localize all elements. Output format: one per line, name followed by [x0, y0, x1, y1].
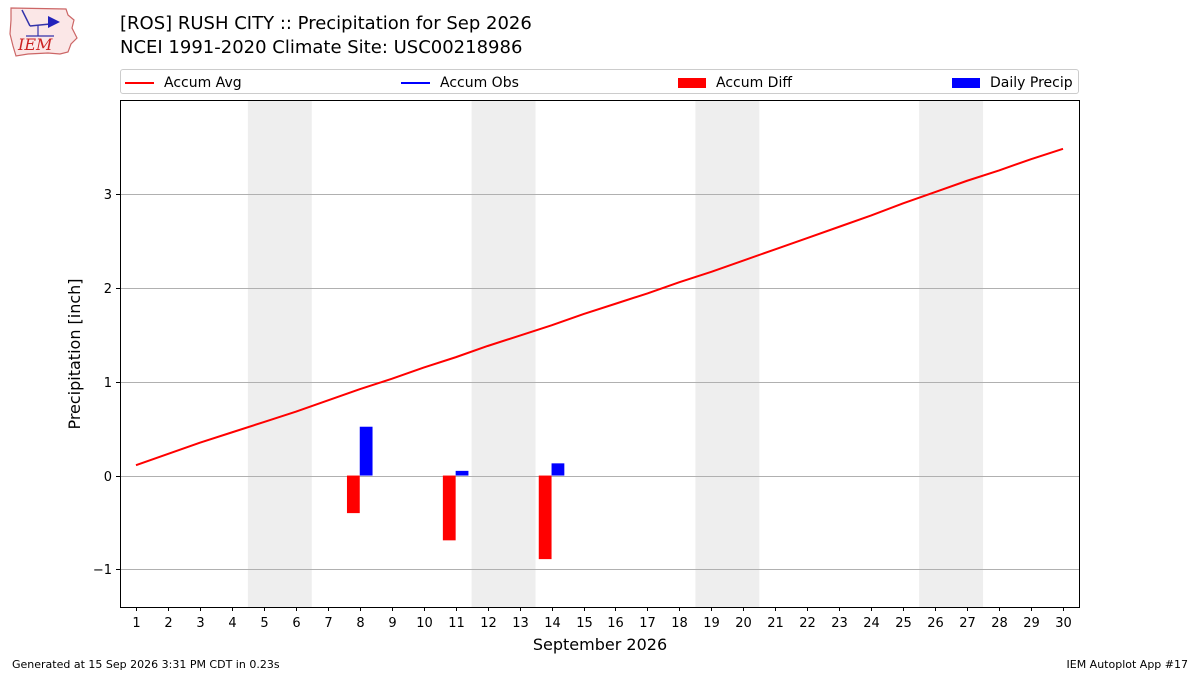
legend-swatch-accum-diff	[678, 77, 706, 88]
x-tick-label-27: 27	[959, 616, 976, 631]
x-tick-label-9: 9	[388, 616, 396, 631]
x-tick-label-26: 26	[927, 616, 944, 631]
x-tick-label-12: 12	[480, 616, 497, 631]
legend-item-accum-diff: Accum Diff	[678, 70, 792, 95]
legend-label-accum-obs: Accum Obs	[440, 74, 519, 91]
x-tick-label-25: 25	[895, 616, 912, 631]
x-tick-label-29: 29	[1023, 616, 1040, 631]
x-tick-label-19: 19	[703, 616, 720, 631]
x-tick-label-1: 1	[132, 616, 140, 631]
iem-logo-text: IEM	[17, 35, 53, 54]
daily-precip-bar-day-8	[359, 426, 373, 476]
x-tick-label-28: 28	[991, 616, 1008, 631]
legend-swatch-daily-precip	[952, 77, 980, 88]
accum-diff-bar-day-11	[442, 475, 456, 541]
daily-precip-bar-day-11	[455, 470, 469, 476]
weekend-band-4	[919, 100, 984, 607]
legend-swatch-accum-obs	[401, 81, 430, 84]
x-tick-label-13: 13	[512, 616, 529, 631]
x-tick-label-5: 5	[260, 616, 268, 631]
daily-precip-bar-day-14	[551, 463, 565, 476]
legend-item-accum-obs: Accum Obs	[401, 70, 519, 95]
legend-label-accum-avg: Accum Avg	[164, 74, 242, 91]
x-tick-label-21: 21	[767, 616, 784, 631]
x-tick-label-8: 8	[356, 616, 364, 631]
legend-item-daily-precip: Daily Precip	[952, 70, 1073, 95]
iem-logo: IEM	[8, 6, 80, 58]
x-tick-label-23: 23	[831, 616, 848, 631]
y-tick-label-0: −1	[93, 563, 112, 578]
footer-app-id: IEM Autoplot App #17	[1066, 658, 1189, 671]
y-axis-label: Precipitation [inch]	[65, 278, 84, 429]
x-tick-label-3: 3	[196, 616, 204, 631]
x-tick-label-22: 22	[799, 616, 816, 631]
x-axis-label: September 2026	[533, 635, 667, 654]
x-tick-label-16: 16	[607, 616, 624, 631]
x-tick-label-4: 4	[228, 616, 236, 631]
y-tick-label-4: 3	[104, 188, 112, 203]
footer-generated: Generated at 15 Sep 2026 3:31 PM CDT in …	[12, 658, 280, 671]
x-tick-label-7: 7	[324, 616, 332, 631]
x-tick-label-15: 15	[576, 616, 593, 631]
chart-subtitle: NCEI 1991-2020 Climate Site: USC00218986	[120, 37, 523, 58]
x-tick-label-11: 11	[448, 616, 465, 631]
legend-label-daily-precip: Daily Precip	[990, 74, 1073, 91]
y-tick-label-3: 2	[104, 282, 112, 297]
x-tick-label-20: 20	[735, 616, 752, 631]
legend-item-accum-avg: Accum Avg	[125, 70, 242, 95]
accum-diff-bar-day-8	[346, 475, 360, 514]
x-tick-label-18: 18	[671, 616, 688, 631]
weekend-band-3	[695, 100, 760, 607]
y-tick-label-1: 0	[104, 470, 112, 485]
weekend-band-2	[471, 100, 536, 607]
x-tick-label-6: 6	[292, 616, 300, 631]
x-tick-label-10: 10	[416, 616, 433, 631]
accum-diff-bar-day-14	[538, 475, 552, 560]
x-tick-label-17: 17	[639, 616, 656, 631]
x-tick-label-14: 14	[544, 616, 561, 631]
plot-frame	[120, 100, 1080, 608]
weekend-band-1	[247, 100, 312, 607]
legend-label-accum-diff: Accum Diff	[716, 74, 793, 91]
x-tick-label-2: 2	[164, 616, 172, 631]
accum-avg-line	[135, 147, 1064, 467]
y-tick-label-2: 1	[104, 376, 112, 391]
x-tick-label-24: 24	[863, 616, 880, 631]
legend: Accum Avg Accum Obs Accum Diff Daily Pre…	[120, 69, 1079, 94]
x-tick-label-30: 30	[1055, 616, 1072, 631]
legend-swatch-accum-avg	[125, 81, 154, 84]
chart-title: [ROS] RUSH CITY :: Precipitation for Sep…	[120, 13, 532, 34]
